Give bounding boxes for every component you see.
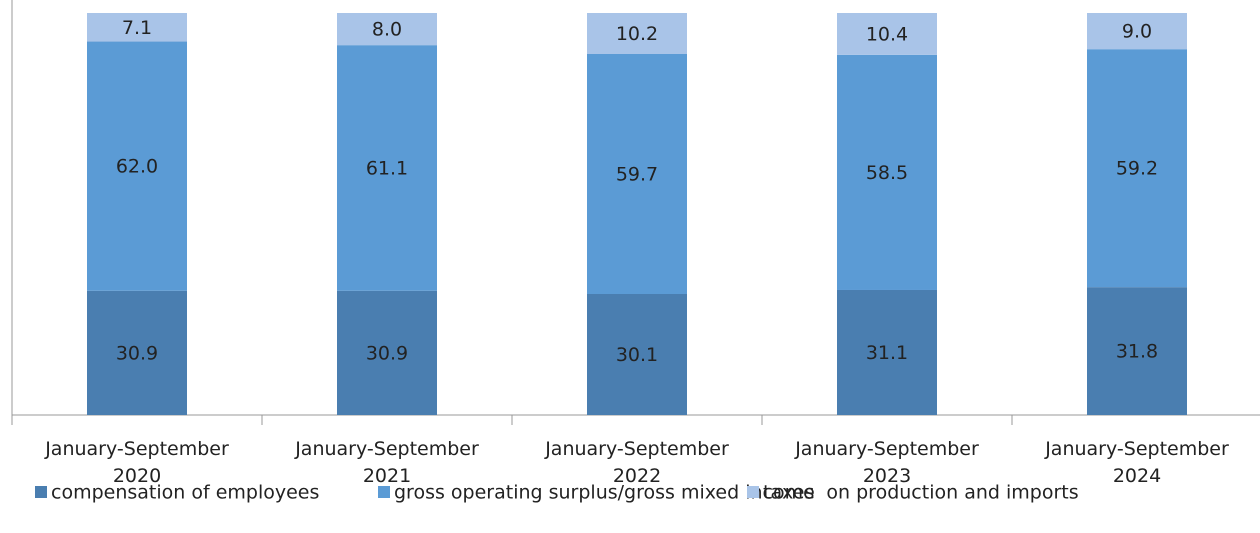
bar-segment [87, 13, 187, 42]
bar-segment [587, 13, 687, 55]
bar-segment [587, 54, 687, 294]
bar-segment [87, 41, 187, 291]
bar-segment [837, 54, 937, 290]
data-label: 10.2 [616, 23, 658, 45]
data-label: 31.8 [1116, 341, 1158, 363]
data-label: 62.0 [116, 156, 158, 178]
bar-segment [587, 293, 687, 415]
x-tick-label: January-September 2024 [1045, 438, 1229, 487]
bar-segment [87, 290, 187, 415]
data-label: 30.1 [616, 344, 658, 366]
legend-label: compensation of employees [51, 482, 319, 504]
legend-label: taxes on production and imports [763, 482, 1079, 504]
data-label: 10.4 [866, 23, 908, 45]
data-label: 58.5 [866, 162, 908, 184]
data-label: 30.9 [116, 342, 158, 364]
data-label: 59.2 [1116, 158, 1158, 180]
data-label: 9.0 [1122, 21, 1152, 43]
data-label: 7.1 [122, 17, 152, 39]
legend-label: gross operating surplus/gross mixed inco… [394, 482, 815, 504]
legend-swatch [747, 486, 759, 498]
data-label: 8.0 [372, 19, 402, 41]
data-label: 30.9 [366, 342, 408, 364]
data-label: 61.1 [366, 157, 408, 179]
x-tick-label: January-September 2022 [545, 438, 729, 487]
x-tick-label: January-September 2020 [45, 438, 229, 487]
x-tick-label: January-September 2023 [795, 438, 979, 487]
bar-segment [837, 289, 937, 415]
bar-segment [1087, 287, 1187, 415]
bar-segment [337, 290, 437, 415]
bar-segment [337, 45, 437, 291]
legend-swatch [35, 486, 47, 498]
bar-segment [1087, 13, 1187, 50]
data-label: 31.1 [866, 342, 908, 364]
bar-segment [1087, 49, 1187, 288]
data-label: 59.7 [616, 164, 658, 186]
x-tick-label: January-September 2021 [295, 438, 479, 487]
bar-segment [837, 13, 937, 55]
legend-swatch [378, 486, 390, 498]
bar-segment [337, 13, 437, 46]
